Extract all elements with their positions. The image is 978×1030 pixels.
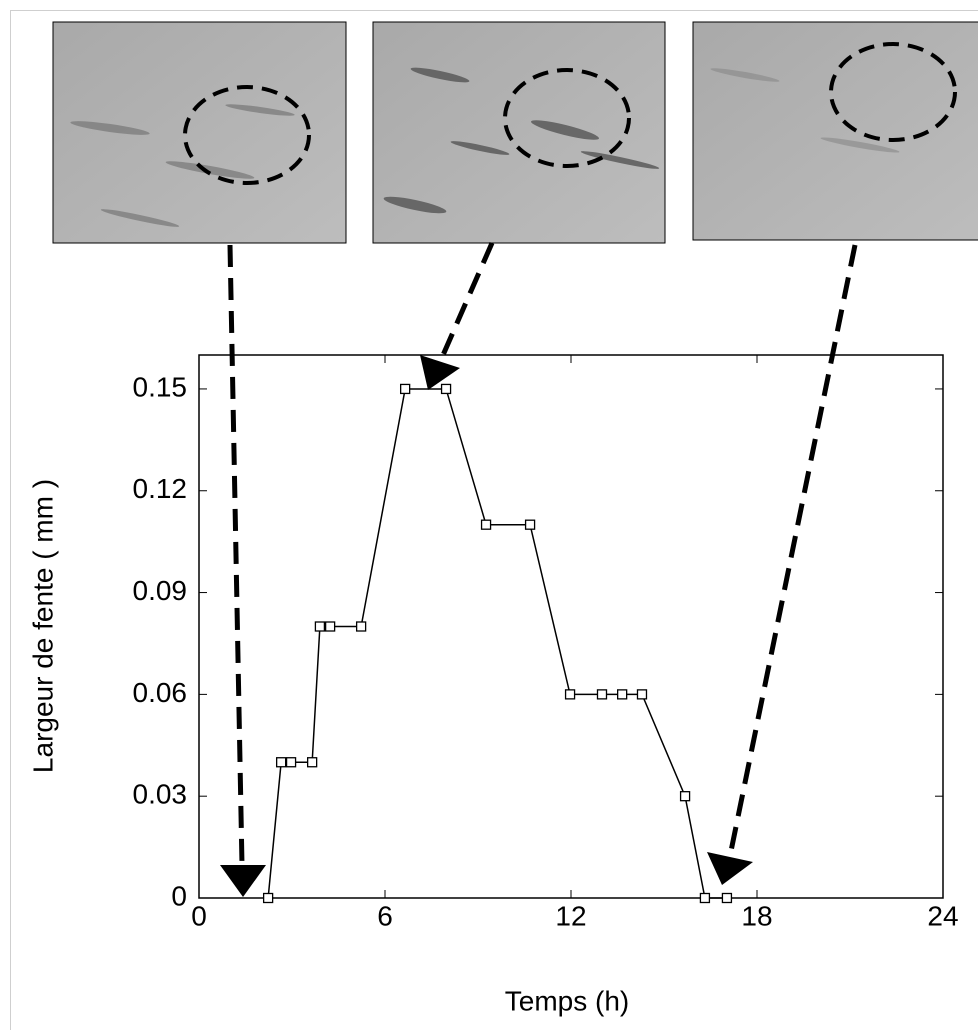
marker	[306, 757, 318, 768]
marker	[699, 892, 711, 904]
y-tick-label: 0.06	[133, 677, 188, 708]
arrow-heads	[220, 355, 753, 897]
photo	[692, 21, 978, 241]
plot-area	[198, 354, 944, 899]
y-tick-label: 0.03	[133, 779, 188, 810]
marker	[617, 689, 628, 700]
y-tick-label: 0.15	[133, 371, 188, 402]
x-tick-label: 24	[927, 900, 958, 931]
data-line	[267, 388, 727, 899]
marker	[480, 519, 492, 530]
x-tick-label: 0	[191, 900, 207, 931]
y-tick-label: 0	[171, 880, 187, 911]
marker	[324, 621, 336, 632]
x-tick-label: 6	[377, 900, 393, 931]
marker	[564, 689, 576, 700]
marker	[275, 757, 287, 768]
y-axis-label: Largeur de fente ( mm )	[27, 479, 58, 773]
marker	[679, 791, 691, 802]
x-axis-label: Temps (h)	[505, 985, 629, 1016]
marker	[524, 519, 536, 530]
marker	[596, 689, 608, 700]
marker	[440, 383, 452, 395]
arrows	[227, 241, 858, 866]
x-tick-label: 12	[555, 900, 586, 931]
photo	[52, 21, 347, 244]
marker	[262, 892, 274, 904]
marker	[399, 383, 411, 395]
marker	[636, 689, 648, 700]
y-tick-label: 0.12	[133, 473, 188, 504]
y-tick-label: 0.09	[133, 575, 188, 606]
marker	[721, 892, 733, 904]
photo	[372, 21, 666, 244]
marker	[285, 757, 297, 768]
x-tick-label: 18	[741, 900, 772, 931]
marker	[314, 621, 326, 632]
marker	[355, 621, 367, 632]
frame	[10, 10, 978, 1030]
